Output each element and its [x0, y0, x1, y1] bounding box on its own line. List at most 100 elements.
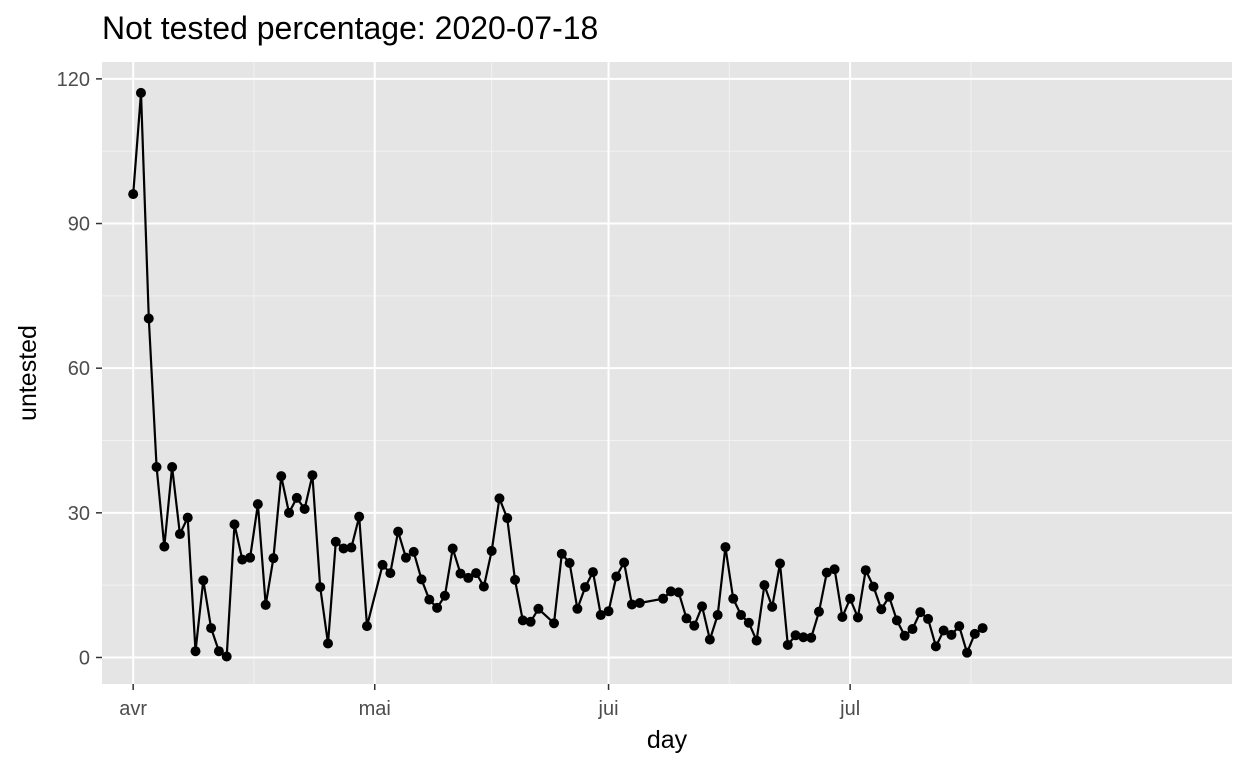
data-point	[517, 615, 528, 626]
data-point	[143, 313, 154, 324]
data-point	[899, 630, 910, 641]
data-point	[728, 593, 739, 604]
data-point	[338, 543, 349, 554]
data-point	[673, 587, 684, 598]
y-tick-label: 30	[68, 503, 90, 525]
data-point	[837, 611, 848, 622]
data-point	[813, 606, 824, 617]
data-point	[151, 462, 162, 473]
data-point	[393, 526, 404, 537]
data-point	[408, 546, 419, 557]
data-point	[206, 623, 217, 634]
data-point	[478, 581, 489, 592]
data-point	[634, 597, 645, 608]
data-point	[845, 593, 856, 604]
data-point	[658, 593, 669, 604]
data-point	[307, 470, 318, 481]
data-point	[829, 564, 840, 575]
data-point	[229, 519, 240, 530]
data-point	[923, 613, 934, 624]
data-point	[213, 646, 224, 657]
data-points	[128, 87, 988, 662]
data-point	[689, 620, 700, 631]
data-point	[564, 557, 575, 568]
data-point	[775, 558, 785, 569]
data-point	[736, 610, 747, 621]
data-point	[128, 189, 139, 200]
data-point	[868, 581, 879, 592]
data-point	[354, 511, 365, 522]
data-point	[619, 557, 630, 568]
data-point	[276, 471, 287, 482]
data-point	[665, 586, 676, 597]
chart-title: Not tested percentage: 2020-07-18	[102, 10, 599, 46]
data-point	[190, 646, 201, 657]
data-point	[806, 632, 817, 643]
data-point	[962, 647, 973, 658]
data-point	[556, 548, 567, 559]
data-point	[416, 574, 427, 585]
data-point	[463, 572, 474, 583]
data-point	[891, 615, 902, 626]
data-point	[377, 559, 388, 570]
y-axis: 0 30 60 90 120	[57, 69, 102, 669]
data-point	[330, 536, 341, 547]
data-point	[884, 591, 895, 602]
x-axis-title: day	[647, 726, 688, 754]
data-point	[486, 545, 497, 556]
data-point	[572, 603, 583, 614]
data-point	[315, 582, 326, 593]
data-point	[821, 567, 832, 578]
data-point	[439, 590, 450, 601]
data-point	[494, 493, 505, 504]
data-point	[174, 529, 185, 540]
data-point	[759, 580, 770, 591]
data-point	[767, 601, 778, 612]
data-point	[299, 503, 310, 514]
x-tick-label: jul	[839, 698, 860, 720]
data-point	[969, 628, 980, 639]
data-point	[626, 599, 637, 610]
x-tick-label: mai	[359, 698, 391, 720]
data-point	[237, 554, 248, 565]
data-point	[346, 542, 357, 553]
data-point	[580, 582, 591, 593]
y-axis-title: untested	[14, 325, 42, 421]
data-point	[743, 617, 754, 628]
data-point	[291, 492, 302, 503]
data-point	[198, 575, 209, 586]
data-point	[221, 651, 232, 662]
data-point	[432, 602, 443, 613]
data-point	[720, 542, 731, 553]
y-tick-label: 60	[68, 358, 90, 380]
data-point	[361, 621, 372, 632]
data-point	[852, 612, 863, 623]
data-point	[977, 623, 988, 634]
data-point	[525, 616, 536, 627]
data-point	[938, 625, 949, 636]
data-point	[697, 601, 708, 612]
y-tick-label: 0	[79, 647, 90, 669]
data-point	[252, 499, 263, 510]
data-point	[502, 513, 513, 524]
data-point	[603, 606, 614, 617]
y-tick-label: 90	[68, 214, 90, 236]
data-point	[704, 634, 715, 645]
y-tick-label: 120	[57, 69, 90, 91]
data-point	[455, 568, 466, 579]
data-point	[946, 629, 957, 640]
x-axis: avr mai jui jul	[119, 684, 860, 720]
data-point	[167, 462, 178, 473]
data-point	[323, 638, 333, 649]
data-point	[385, 568, 396, 579]
data-point	[510, 574, 521, 585]
data-point	[712, 610, 723, 621]
data-point	[954, 621, 965, 632]
data-point	[860, 565, 871, 576]
data-point	[930, 641, 941, 652]
data-point	[907, 624, 918, 635]
data-point	[245, 552, 256, 563]
data-point	[260, 599, 271, 610]
data-point	[681, 613, 692, 624]
